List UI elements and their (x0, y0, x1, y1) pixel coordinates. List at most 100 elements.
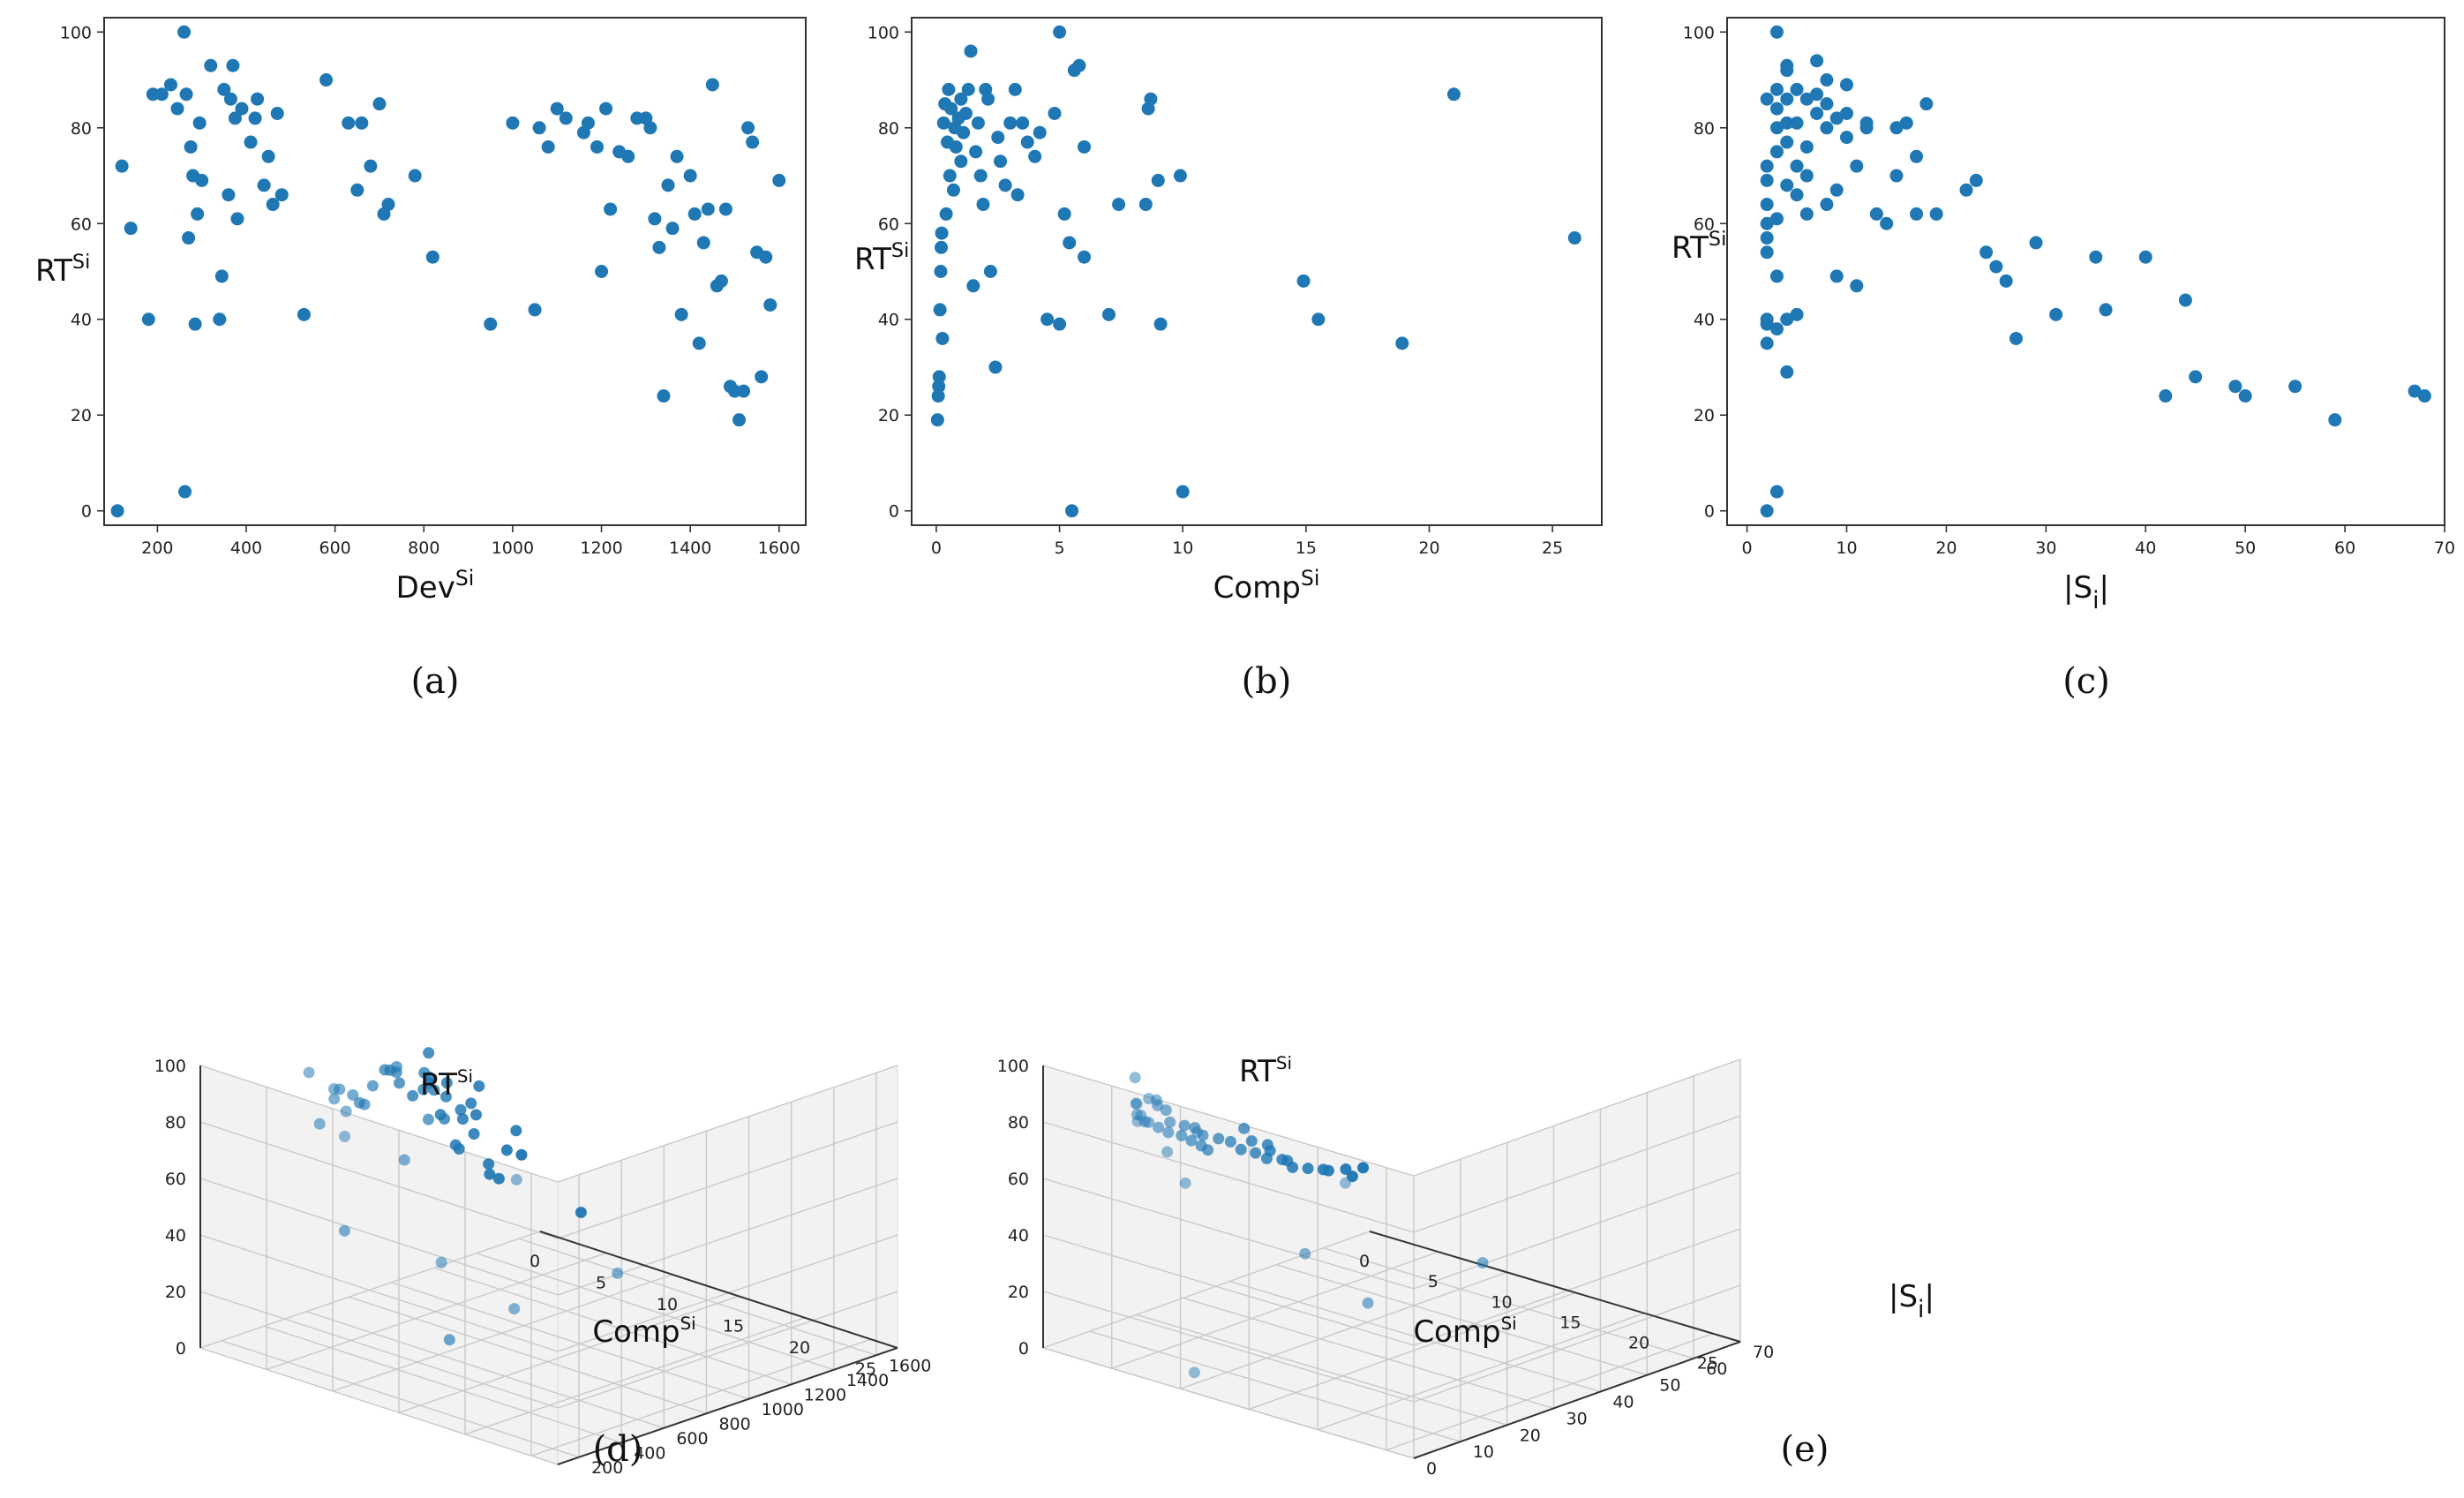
grid-line (199, 1231, 541, 1349)
x-tick-label: 0 (1359, 1252, 1370, 1271)
data-point (935, 226, 949, 240)
data-point (604, 202, 618, 216)
data-point (1780, 135, 1794, 149)
data-point (222, 188, 236, 202)
y-tick-label: 20 (1520, 1426, 1541, 1445)
y-tick-label: 60 (878, 215, 899, 234)
y-tick-label: 80 (1694, 119, 1715, 139)
x-tick-label: 15 (1296, 538, 1317, 558)
data-point (244, 135, 258, 149)
data-point (973, 169, 988, 183)
x-axis-line (1369, 1231, 1741, 1343)
grid-line (1042, 1347, 1415, 1459)
data-point (339, 1130, 351, 1142)
x-tick-label: 60 (2334, 538, 2355, 558)
data-point (1238, 1122, 1251, 1134)
x-tick-label: 70 (2434, 538, 2455, 558)
data-point (372, 97, 387, 111)
data-point (2328, 413, 2342, 427)
data-point (741, 121, 755, 135)
grid-line (1322, 1247, 1694, 1359)
y-tick-label: 50 (1659, 1376, 1680, 1396)
grid-line (306, 1311, 665, 1429)
y-tick-label: 100 (868, 23, 899, 42)
grid-line (1042, 1065, 1415, 1177)
data-point (944, 102, 958, 116)
data-point (683, 169, 697, 183)
data-point (170, 102, 184, 116)
data-point (755, 370, 769, 384)
data-point (2099, 303, 2113, 317)
data-point (440, 1077, 453, 1089)
z-tick-label: 20 (1008, 1283, 1029, 1302)
data-point (327, 1083, 340, 1095)
data-point (931, 389, 945, 403)
chart-d: 0510152025200400600800100012001400160002… (154, 1047, 1146, 1478)
data-point (1130, 1097, 1142, 1110)
data-point (732, 413, 747, 427)
data-point (2408, 384, 2422, 398)
data-point (338, 1224, 350, 1237)
data-point (435, 1256, 447, 1268)
data-point (484, 1168, 496, 1180)
data-point (581, 116, 595, 130)
data-point (1151, 173, 1165, 187)
data-point (1820, 121, 1834, 135)
data-point (223, 92, 237, 106)
data-point (943, 169, 957, 183)
data-point (1299, 1247, 1311, 1260)
grid-line (1042, 1231, 1371, 1349)
grid-line (1276, 1264, 1648, 1376)
data-point (390, 1066, 402, 1079)
data-point (217, 82, 231, 96)
y-tick-label: 40 (878, 311, 899, 330)
z-axis-label: RTSi (1239, 1053, 1292, 1089)
data-point (1769, 121, 1784, 135)
data-point (178, 485, 192, 499)
data-point (961, 82, 975, 96)
data-point (515, 1148, 528, 1161)
grid-line (1413, 1058, 1741, 1177)
data-point (192, 116, 207, 130)
data-point (1040, 312, 1055, 327)
data-point (541, 139, 555, 154)
data-point (1889, 169, 1904, 183)
data-point (1959, 183, 1973, 197)
data-point (1820, 73, 1834, 87)
data-point (612, 1267, 624, 1279)
data-point (1790, 116, 1804, 130)
data-point (1020, 135, 1034, 149)
data-point (358, 1098, 371, 1110)
data-point (528, 303, 542, 317)
data-point (2189, 370, 2203, 384)
x-tick-label: 200 (141, 538, 173, 558)
data-point (1869, 207, 1883, 221)
grid-line (557, 1065, 898, 1183)
data-point (340, 1105, 352, 1118)
y-tick-label: 80 (71, 119, 92, 139)
data-point (652, 240, 666, 254)
x-tick-label: 20 (1628, 1334, 1649, 1353)
data-point (319, 73, 334, 87)
data-point (1899, 116, 1913, 130)
data-point (449, 1139, 462, 1151)
data-point (266, 198, 280, 212)
data-point (213, 312, 227, 327)
data-point (759, 250, 773, 264)
data-point (1129, 1072, 1141, 1084)
data-point (226, 58, 240, 72)
grid-line (1111, 1251, 1439, 1369)
y-axis-label: RTSi (1671, 228, 1726, 266)
data-point (932, 370, 946, 384)
data-point (1287, 1161, 1299, 1173)
data-point (949, 139, 963, 154)
y-tick-label: 30 (1566, 1409, 1588, 1428)
data-point (1224, 1135, 1236, 1148)
data-point (182, 231, 196, 245)
data-point (1311, 312, 1326, 327)
data-point (230, 212, 244, 226)
data-point (737, 384, 751, 398)
grid-line (464, 1317, 806, 1435)
data-point (958, 106, 973, 120)
data-point (184, 139, 198, 154)
